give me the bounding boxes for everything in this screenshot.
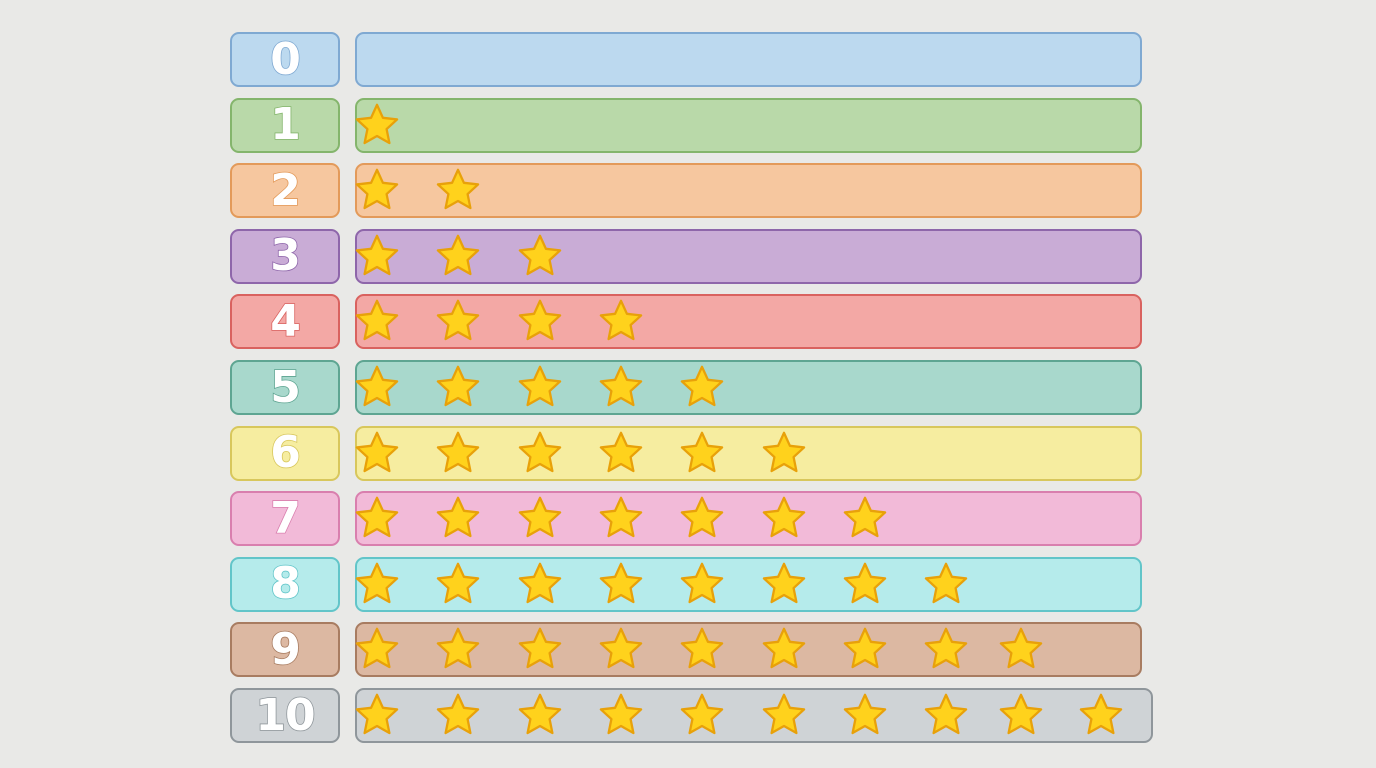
- star-icon: [597, 429, 645, 477]
- star-icon: [434, 494, 482, 542]
- star-icon: [353, 297, 401, 345]
- number-box: 7: [230, 491, 340, 547]
- star-icon: [922, 560, 970, 608]
- star-icon: [434, 429, 482, 477]
- star-icon: [597, 691, 645, 739]
- star-icon: [353, 363, 401, 411]
- number-box: 8: [230, 556, 340, 612]
- star-icon: [516, 232, 564, 280]
- number-label: 10: [255, 689, 317, 741]
- star-icon: [841, 691, 889, 739]
- star-bar: [355, 163, 1142, 219]
- star-icon: [516, 625, 564, 673]
- star-icon: [760, 494, 808, 542]
- star-icon: [678, 429, 726, 477]
- star-icon: [516, 560, 564, 608]
- star-icon: [353, 625, 401, 673]
- star-icon: [516, 297, 564, 345]
- star-icon: [760, 691, 808, 739]
- star-bar: [355, 228, 1142, 284]
- number-box: 1: [230, 97, 340, 153]
- star-icon: [434, 166, 482, 214]
- star-icon: [516, 363, 564, 411]
- number-box: 4: [230, 294, 340, 350]
- star-icon: [516, 691, 564, 739]
- number-box: 6: [230, 425, 340, 481]
- number-label: 1: [269, 99, 301, 151]
- star-icon: [434, 560, 482, 608]
- star-icon: [1077, 691, 1125, 739]
- star-icon: [922, 625, 970, 673]
- number-label: 7: [269, 492, 301, 544]
- number-label: 2: [269, 164, 301, 216]
- star-icon: [353, 691, 401, 739]
- star-icon: [434, 232, 482, 280]
- star-icon: [353, 101, 401, 149]
- star-icon: [922, 691, 970, 739]
- number-label: 4: [269, 295, 301, 347]
- star-icon: [353, 429, 401, 477]
- star-bar: [355, 294, 1142, 350]
- star-icon: [434, 297, 482, 345]
- star-icon: [678, 363, 726, 411]
- number-label: 9: [269, 623, 301, 675]
- number-box: 10: [230, 688, 340, 743]
- star-icon: [841, 494, 889, 542]
- star-bar: [355, 491, 1142, 547]
- star-icon: [760, 429, 808, 477]
- number-label: 5: [269, 361, 301, 413]
- star-bar: [355, 425, 1142, 481]
- star-icon: [997, 625, 1045, 673]
- number-label: 8: [269, 558, 301, 610]
- number-label: 0: [269, 33, 301, 85]
- star-icon: [353, 166, 401, 214]
- star-icon: [597, 297, 645, 345]
- star-icon: [434, 363, 482, 411]
- number-box: 0: [230, 32, 340, 87]
- star-icon: [997, 691, 1045, 739]
- star-icon: [353, 232, 401, 280]
- star-bar: [355, 556, 1142, 612]
- star-bar: [355, 360, 1142, 415]
- star-icon: [841, 560, 889, 608]
- star-icon: [841, 625, 889, 673]
- star-icon: [678, 625, 726, 673]
- number-label: 3: [269, 230, 301, 282]
- number-box: 5: [230, 360, 340, 415]
- star-bar: [355, 32, 1142, 87]
- star-bar: [355, 97, 1142, 153]
- star-icon: [597, 625, 645, 673]
- number-box: 9: [230, 622, 340, 678]
- star-icon: [516, 429, 564, 477]
- star-icon: [760, 560, 808, 608]
- star-icon: [353, 560, 401, 608]
- star-icon: [760, 625, 808, 673]
- star-icon: [597, 494, 645, 542]
- star-icon: [353, 494, 401, 542]
- star-icon: [434, 625, 482, 673]
- star-icon: [516, 494, 564, 542]
- star-icon: [597, 560, 645, 608]
- star-icon: [678, 560, 726, 608]
- star-icon: [597, 363, 645, 411]
- star-icon: [434, 691, 482, 739]
- number-label: 6: [269, 427, 301, 479]
- number-box: 3: [230, 228, 340, 284]
- number-box: 2: [230, 163, 340, 219]
- star-icon: [678, 691, 726, 739]
- star-icon: [678, 494, 726, 542]
